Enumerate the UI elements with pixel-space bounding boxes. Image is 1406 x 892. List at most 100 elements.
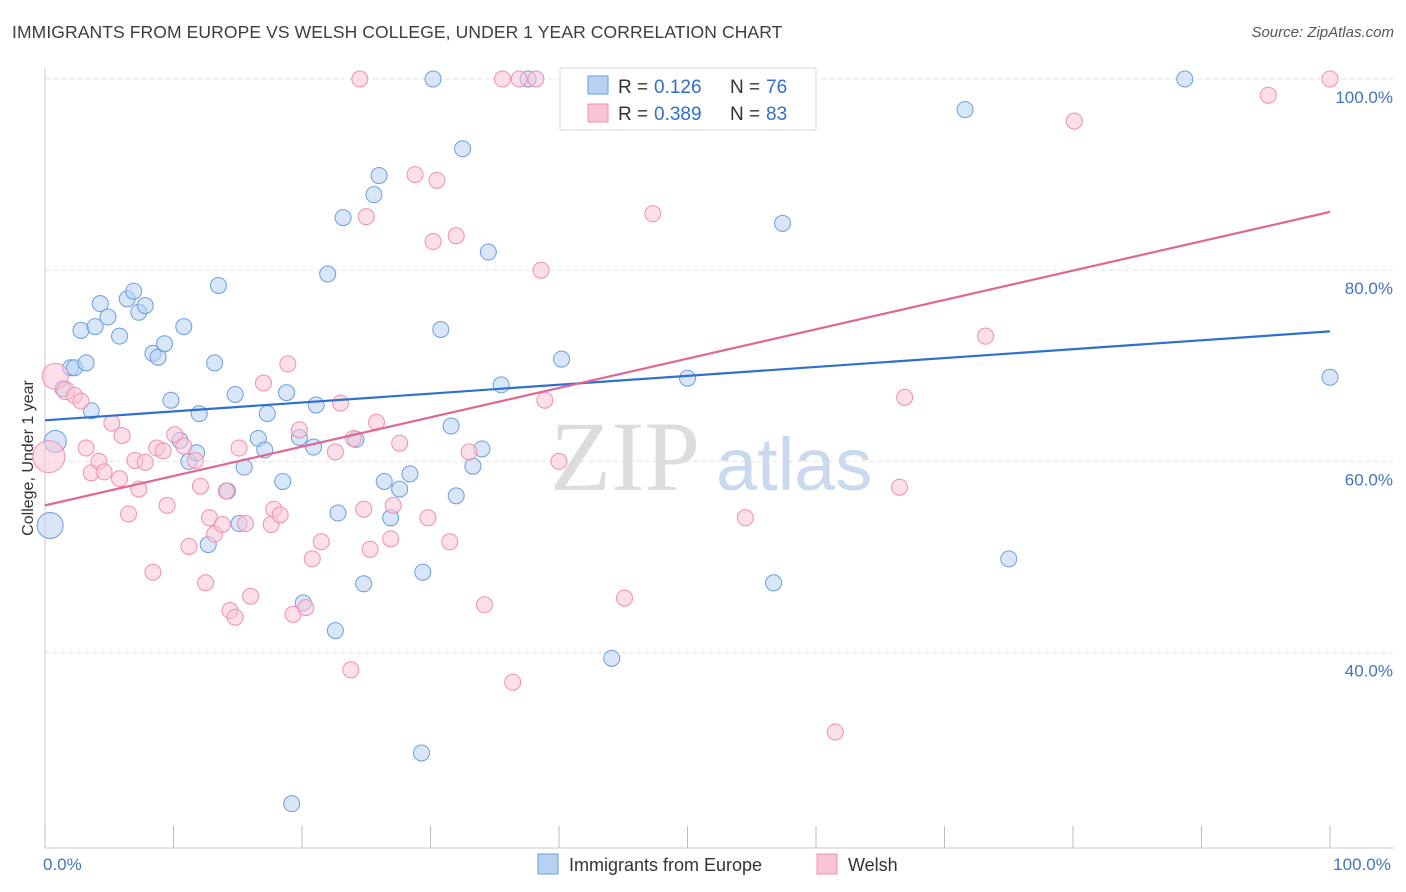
bottom-legend-swatch-welsh xyxy=(816,853,838,875)
welsh-point xyxy=(312,533,330,551)
legend-n-value-europe: 76 xyxy=(766,77,787,98)
y-tick-label-100: 100.0% xyxy=(1335,88,1393,107)
welsh-point xyxy=(279,355,297,373)
series-legend: Immigrants from Europe Welsh xyxy=(537,853,898,875)
welsh-point xyxy=(510,70,528,88)
y-tick-label-40: 40.0% xyxy=(1345,662,1393,681)
welsh-point xyxy=(1259,86,1277,104)
watermark-zip: ZIP xyxy=(550,401,700,512)
welsh-point xyxy=(77,439,95,457)
europe-point xyxy=(454,140,472,158)
welsh-point xyxy=(424,233,442,251)
welsh-point xyxy=(428,171,446,189)
welsh-point xyxy=(644,205,662,223)
europe-point xyxy=(1176,70,1194,88)
chart-title: IMMIGRANTS FROM EUROPE VS WELSH COLLEGE,… xyxy=(12,22,783,42)
welsh-point xyxy=(180,537,198,555)
europe-point xyxy=(464,457,482,475)
welsh-point xyxy=(504,673,522,691)
welsh-point xyxy=(111,470,129,488)
legend-n-value-welsh: 83 xyxy=(766,104,787,125)
europe-point xyxy=(424,70,442,88)
europe-point xyxy=(432,320,450,338)
europe-point xyxy=(125,282,143,300)
welsh-point xyxy=(186,451,204,469)
welsh-point xyxy=(144,563,162,581)
welsh-point xyxy=(197,574,215,592)
europe-point xyxy=(391,480,409,498)
europe-point xyxy=(956,101,974,119)
welsh-point xyxy=(736,509,754,527)
welsh-point xyxy=(826,723,844,741)
europe-point xyxy=(162,391,180,409)
legend-r-value-europe: 0.126 xyxy=(654,77,702,98)
europe-point xyxy=(329,504,347,522)
welsh-point xyxy=(447,227,465,245)
welsh-point xyxy=(357,208,375,226)
legend-swatch-welsh xyxy=(587,103,609,123)
europe-point xyxy=(679,369,696,387)
europe-point xyxy=(413,744,431,762)
europe-point xyxy=(414,563,432,581)
legend-r-label-welsh: R = xyxy=(618,104,648,125)
welsh-point xyxy=(382,530,400,548)
bottom-legend-label-europe: Immigrants from Europe xyxy=(569,855,762,875)
welsh-point xyxy=(191,477,209,495)
welsh-point xyxy=(213,515,231,533)
welsh-point xyxy=(271,506,289,524)
source-label: Source: ZipAtlas.com xyxy=(1251,24,1394,41)
europe-point xyxy=(1321,368,1339,386)
europe-point xyxy=(274,472,292,490)
welsh-point xyxy=(230,439,248,457)
europe-point xyxy=(765,574,783,592)
welsh-point xyxy=(532,261,550,279)
welsh-point xyxy=(297,599,315,617)
welsh-point xyxy=(120,505,138,523)
legend-r-value-welsh: 0.389 xyxy=(654,104,702,125)
europe-point xyxy=(375,472,393,490)
welsh-point xyxy=(527,70,545,88)
y-tick-label-60: 60.0% xyxy=(1345,470,1393,489)
europe-point xyxy=(86,318,104,336)
europe-point xyxy=(442,417,460,435)
welsh-point xyxy=(1065,112,1083,130)
legend-swatch-europe xyxy=(587,75,609,95)
welsh-point xyxy=(361,540,379,558)
europe-point xyxy=(206,354,224,372)
welsh-point xyxy=(460,443,478,461)
welsh-point xyxy=(355,500,373,518)
europe-point xyxy=(447,487,465,505)
welsh-point xyxy=(303,550,321,568)
welsh-point xyxy=(419,509,437,527)
europe-point xyxy=(355,575,373,593)
welsh-point xyxy=(536,391,554,409)
europe-point xyxy=(553,350,571,368)
legend-r-label-europe: R = xyxy=(618,77,648,98)
welsh-point xyxy=(406,166,424,184)
europe-point xyxy=(175,318,193,336)
europe-point xyxy=(365,186,383,204)
europe-point xyxy=(156,335,174,353)
legend-n-label-europe: N = xyxy=(730,77,760,98)
welsh-point xyxy=(891,478,909,496)
welsh-point xyxy=(616,589,634,607)
welsh-point xyxy=(154,442,172,460)
europe-point xyxy=(190,405,208,423)
welsh-point xyxy=(391,434,409,452)
legend-n-label-welsh: N = xyxy=(730,104,760,125)
trend-lines xyxy=(44,210,1331,507)
europe-point xyxy=(226,385,244,403)
stats-legend: R = 0.126 N = 76 R = 0.389 N = 83 xyxy=(559,67,817,131)
scatter-points xyxy=(32,70,1339,813)
europe-point xyxy=(401,465,419,483)
welsh-point xyxy=(342,661,360,679)
y-axis-label: College, Under 1 year xyxy=(20,380,37,536)
welsh-point xyxy=(95,463,113,481)
europe-point xyxy=(370,167,388,185)
europe-point xyxy=(99,308,117,326)
europe-point xyxy=(319,265,337,283)
welsh-point xyxy=(351,70,369,88)
y-tick-label-80: 80.0% xyxy=(1345,279,1393,298)
europe-point xyxy=(326,622,344,640)
